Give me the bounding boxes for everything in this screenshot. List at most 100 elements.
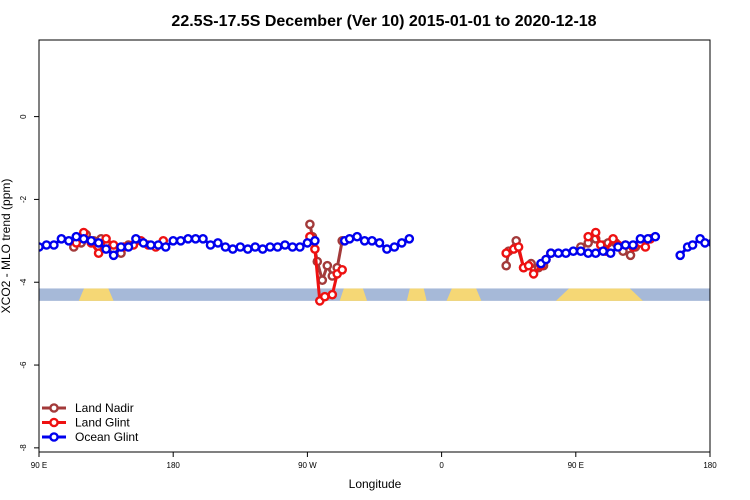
data-point bbox=[101, 233, 111, 244]
data-point bbox=[687, 240, 698, 250]
data-point bbox=[700, 238, 710, 248]
data-point bbox=[382, 244, 392, 254]
data-point bbox=[650, 231, 661, 242]
data-point bbox=[131, 233, 141, 244]
data-point bbox=[635, 233, 646, 244]
data-point bbox=[93, 238, 104, 248]
data-point bbox=[576, 246, 586, 256]
data-point bbox=[160, 242, 171, 252]
data-point bbox=[583, 231, 594, 242]
data-point bbox=[116, 242, 126, 252]
data-point bbox=[501, 248, 512, 258]
data-point bbox=[310, 244, 320, 254]
chart-title: 22.5S-17.5S December (Ver 10) 2015-01-01… bbox=[171, 13, 596, 30]
y-tick-label: -8 bbox=[19, 444, 28, 452]
y-tick-label: -4 bbox=[19, 278, 28, 286]
data-point bbox=[561, 248, 571, 258]
data-point bbox=[590, 248, 601, 258]
data-point bbox=[344, 233, 355, 244]
legend-swatch-marker bbox=[49, 403, 59, 413]
data-point bbox=[295, 242, 305, 252]
data-point bbox=[583, 248, 594, 258]
data-point bbox=[205, 240, 216, 250]
land-mask-segment bbox=[555, 288, 643, 301]
data-point bbox=[608, 233, 618, 244]
data-point bbox=[108, 240, 119, 250]
data-point bbox=[513, 242, 524, 252]
data-point bbox=[352, 231, 362, 242]
data-point bbox=[716, 241, 723, 248]
data-point bbox=[78, 233, 89, 244]
land-mask-segment bbox=[406, 288, 427, 301]
data-point bbox=[272, 242, 283, 252]
x-tick-label: 180 bbox=[703, 461, 717, 470]
data-point bbox=[568, 246, 579, 256]
data-point bbox=[280, 240, 290, 250]
data-point bbox=[546, 248, 556, 258]
data-point bbox=[220, 242, 231, 252]
y-tick-label: -2 bbox=[19, 195, 28, 203]
data-point bbox=[389, 242, 400, 252]
data-point bbox=[319, 291, 330, 302]
x-tick-label: 0 bbox=[439, 461, 444, 470]
data-point bbox=[628, 240, 638, 250]
data-point bbox=[287, 242, 298, 252]
data-point bbox=[396, 238, 407, 248]
data-point bbox=[598, 246, 608, 256]
data-point bbox=[359, 235, 370, 246]
x-tick-label: 90 E bbox=[31, 461, 47, 470]
data-point bbox=[523, 260, 534, 271]
data-point bbox=[93, 248, 104, 258]
y-tick-label: 0 bbox=[19, 114, 28, 119]
data-point bbox=[183, 233, 193, 244]
y-tick-label: -6 bbox=[19, 361, 28, 369]
data-point bbox=[227, 244, 238, 254]
data-point bbox=[49, 240, 59, 250]
x-tick-label: 90 E bbox=[568, 461, 584, 470]
data-point bbox=[528, 269, 539, 279]
data-point bbox=[153, 240, 164, 250]
land-ocean-mask bbox=[39, 288, 710, 301]
land-mask-segment bbox=[78, 288, 114, 301]
data-point bbox=[541, 254, 551, 265]
data-point bbox=[605, 248, 616, 258]
data-point bbox=[620, 240, 631, 250]
data-point bbox=[625, 250, 636, 261]
data-point bbox=[643, 233, 653, 244]
data-point bbox=[235, 242, 246, 252]
legend-item: Ocean Glint bbox=[42, 430, 139, 444]
legend-swatch-marker bbox=[49, 417, 59, 428]
data-point bbox=[86, 235, 96, 246]
y-axis: 0 -2 -4 -6 -8 bbox=[19, 114, 39, 452]
data-point bbox=[590, 227, 601, 238]
data-point bbox=[56, 233, 67, 244]
x-tick-label: 180 bbox=[167, 461, 181, 470]
data-point bbox=[404, 233, 415, 244]
y-axis-label: XCO2 - MLO trend (ppm) bbox=[0, 179, 13, 314]
data-point bbox=[337, 264, 348, 275]
data-point bbox=[257, 244, 268, 254]
data-point bbox=[250, 242, 260, 252]
data-point bbox=[242, 244, 253, 254]
plot-frame bbox=[38, 39, 711, 453]
data-point bbox=[553, 248, 564, 258]
land-mask-segment bbox=[339, 288, 368, 301]
legend-swatch-marker bbox=[49, 432, 59, 442]
data-point bbox=[374, 238, 385, 248]
data-point bbox=[145, 240, 156, 250]
ocean-mask-strip bbox=[39, 288, 710, 301]
x-axis-label: Longitude bbox=[349, 477, 402, 491]
data-point bbox=[138, 238, 149, 248]
data-point bbox=[168, 235, 178, 246]
data-point bbox=[724, 243, 731, 250]
data-point bbox=[190, 233, 201, 244]
x-axis: 90 E 180 90 W 0 90 E 180 bbox=[31, 452, 717, 470]
data-point bbox=[640, 242, 651, 252]
data-point bbox=[123, 242, 134, 252]
data-point bbox=[302, 238, 313, 248]
legend-label: Land Glint bbox=[75, 416, 130, 430]
legend-label: Land Nadir bbox=[75, 401, 134, 415]
data-point bbox=[317, 275, 328, 286]
data-point bbox=[327, 289, 338, 300]
